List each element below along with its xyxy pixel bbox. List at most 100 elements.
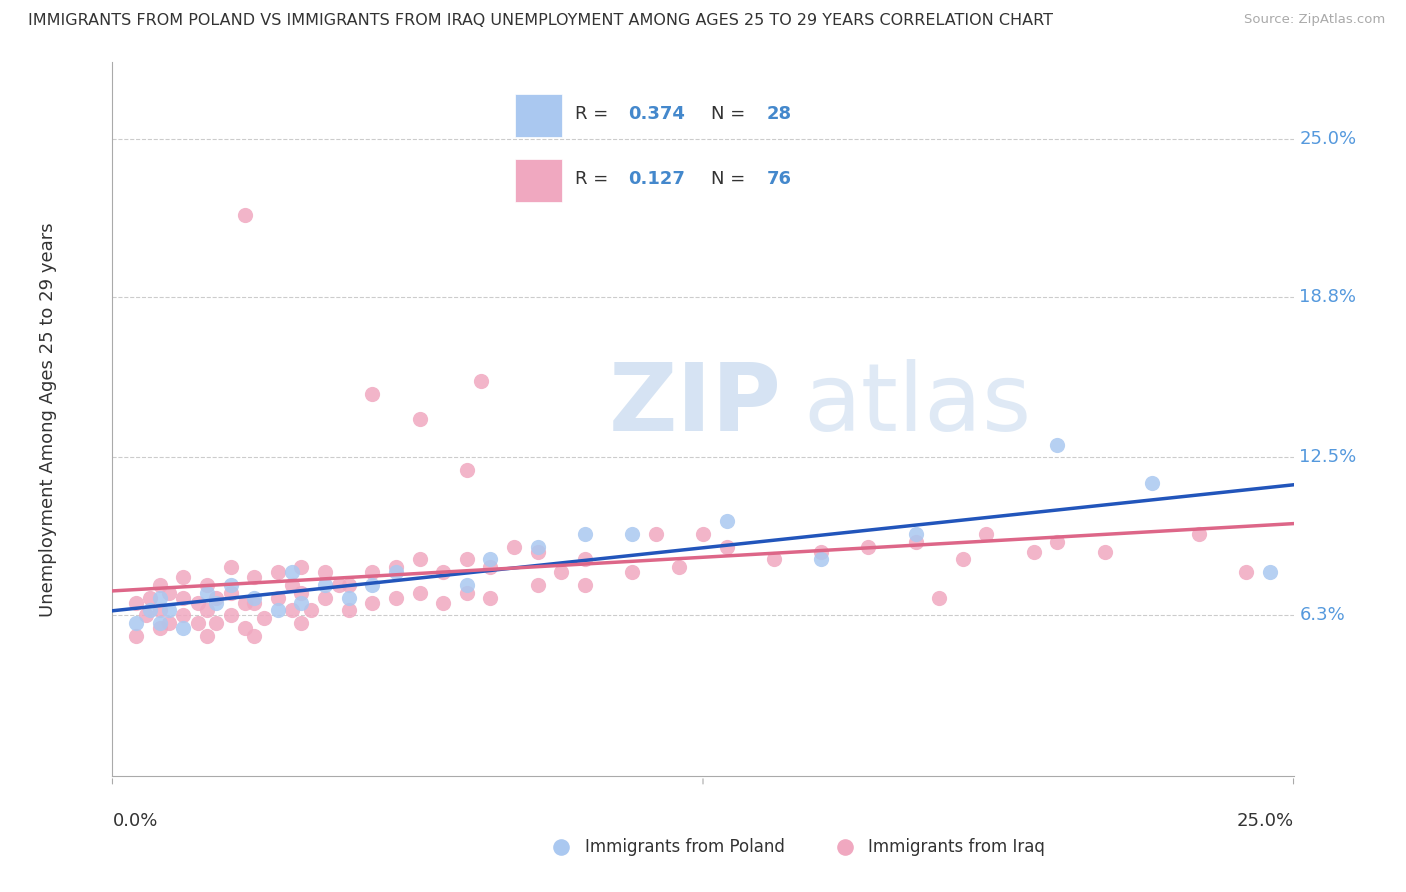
Point [1022, 545, 1045, 559]
Point [149, 616, 172, 631]
Point [408, 412, 430, 426]
Point [281, 603, 304, 617]
Point [361, 578, 384, 592]
Point [574, 552, 596, 566]
Point [470, 374, 492, 388]
Point [952, 552, 974, 566]
Point [186, 616, 208, 631]
Point [290, 616, 312, 631]
Point [526, 578, 548, 592]
Point [574, 578, 596, 592]
Point [195, 578, 218, 592]
Point [281, 565, 304, 579]
Point [526, 540, 548, 554]
Point [243, 596, 266, 610]
Point [328, 578, 350, 592]
Point [456, 552, 478, 566]
Point [716, 514, 738, 528]
Point [337, 603, 360, 617]
Point [125, 596, 148, 610]
Point [1234, 565, 1257, 579]
Text: 6.3%: 6.3% [1299, 607, 1346, 624]
Point [290, 596, 312, 610]
Text: Immigrants from Iraq: Immigrants from Iraq [869, 838, 1045, 856]
Point [361, 565, 384, 579]
Point [219, 578, 242, 592]
Point [205, 591, 228, 605]
Point [267, 603, 290, 617]
Point [858, 540, 880, 554]
Point [172, 591, 194, 605]
Point [139, 603, 162, 617]
Point [314, 565, 336, 579]
Text: IMMIGRANTS FROM POLAND VS IMMIGRANTS FROM IRAQ UNEMPLOYMENT AMONG AGES 25 TO 29 : IMMIGRANTS FROM POLAND VS IMMIGRANTS FRO… [28, 13, 1053, 29]
Point [621, 565, 644, 579]
Point [219, 560, 242, 574]
Point [157, 616, 180, 631]
Point [149, 621, 172, 635]
Point [479, 591, 502, 605]
Text: 18.8%: 18.8% [1299, 288, 1357, 306]
Point [456, 585, 478, 599]
Point [716, 540, 738, 554]
Point [385, 560, 408, 574]
Point [361, 596, 384, 610]
Point [762, 552, 785, 566]
Point [904, 534, 927, 549]
Point [408, 552, 430, 566]
Point [149, 603, 172, 617]
Point [253, 611, 276, 625]
Point [233, 208, 256, 222]
Point [233, 596, 256, 610]
Point [139, 591, 162, 605]
Point [314, 591, 336, 605]
Text: ZIP: ZIP [609, 359, 782, 451]
Point [290, 585, 312, 599]
Point [157, 603, 180, 617]
Point [149, 578, 172, 592]
Point [267, 591, 290, 605]
Point [1094, 545, 1116, 559]
Point [243, 570, 266, 584]
Point [503, 540, 526, 554]
Text: 25.0%: 25.0% [1236, 812, 1294, 830]
Point [479, 552, 502, 566]
Point [243, 591, 266, 605]
Point [186, 596, 208, 610]
Point [299, 603, 322, 617]
Point [205, 616, 228, 631]
Point [125, 629, 148, 643]
Point [314, 578, 336, 592]
Point [233, 621, 256, 635]
Point [621, 527, 644, 541]
Point [456, 463, 478, 477]
Point [668, 560, 690, 574]
Text: 12.5%: 12.5% [1299, 449, 1357, 467]
Text: Immigrants from Poland: Immigrants from Poland [585, 838, 785, 856]
Point [692, 527, 714, 541]
Point [385, 565, 408, 579]
Point [904, 527, 927, 541]
Point [408, 585, 430, 599]
Point [644, 527, 666, 541]
Point [432, 596, 454, 610]
Point [361, 386, 384, 401]
Point [1188, 527, 1211, 541]
Point [432, 565, 454, 579]
Point [172, 608, 194, 623]
Point [195, 585, 218, 599]
Point [172, 621, 194, 635]
Point [267, 565, 290, 579]
Point [337, 591, 360, 605]
Point [281, 578, 304, 592]
Point [1140, 475, 1163, 490]
Point [135, 608, 157, 623]
Point [172, 570, 194, 584]
Point [125, 616, 148, 631]
Point [1046, 534, 1069, 549]
Point [1258, 565, 1281, 579]
Point [157, 585, 180, 599]
Point [385, 591, 408, 605]
Text: atlas: atlas [803, 359, 1032, 451]
Point [219, 608, 242, 623]
